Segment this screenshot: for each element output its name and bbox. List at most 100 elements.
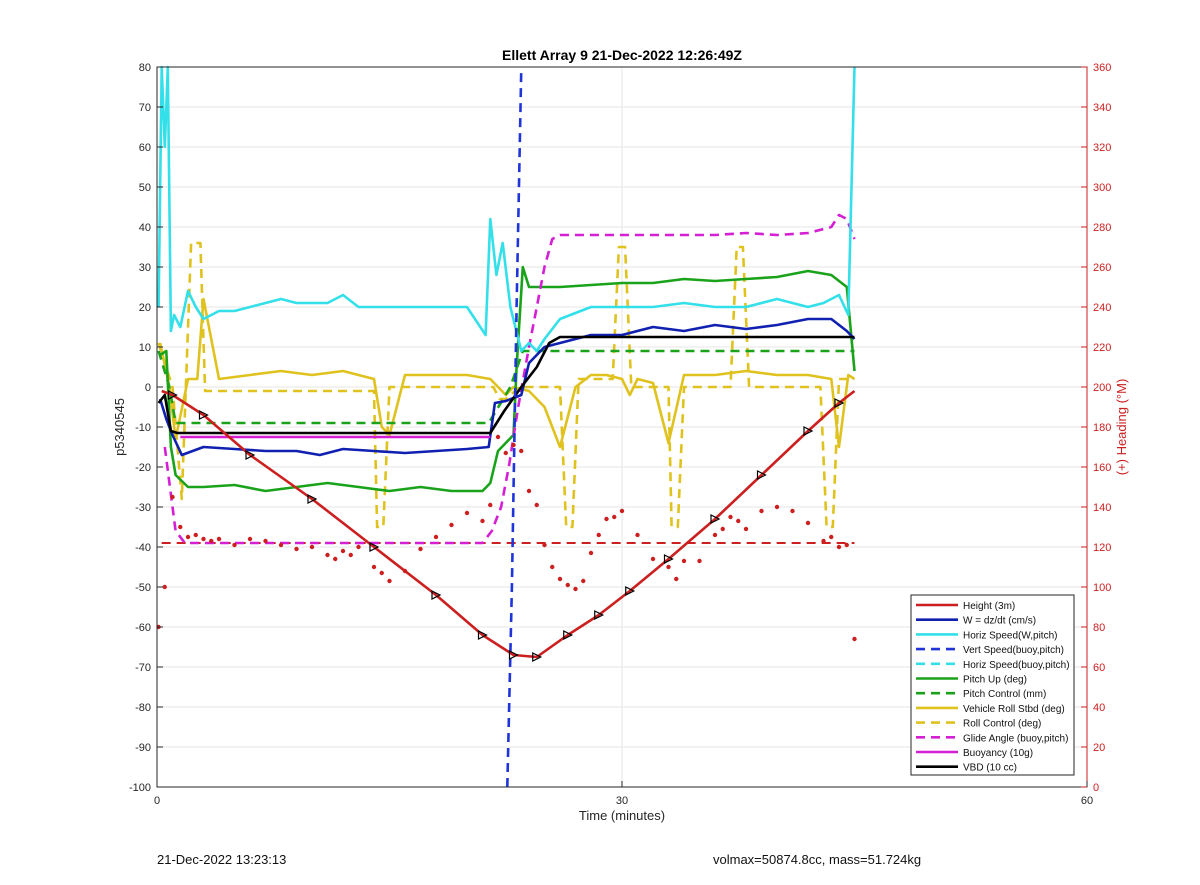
heading-point [185,534,191,540]
y-tick-label: 40 [139,222,151,234]
heading-point [836,544,842,550]
y2-tick-label: 220 [1093,342,1111,354]
axes: 80706050403020100-10-20-30-40-50-60-70-8… [129,62,1111,807]
heading-point [356,544,361,550]
heading-point [278,542,284,548]
heading-point [588,550,594,556]
heading-point [759,508,764,514]
heading-point [581,578,586,584]
heading-point [170,494,175,500]
y-tick-label: -50 [135,582,151,594]
series-line-height [161,389,856,659]
heading-point [193,532,198,538]
y2-tick-label: 0 [1093,782,1099,794]
series-line-glide [163,213,856,545]
heading-point [418,546,423,552]
heading-point [449,522,454,528]
legend-label: Height (3m) [963,601,1015,612]
heading-point [852,636,857,642]
height-marker [834,398,845,408]
y-tick-label: 80 [139,62,151,74]
y-tick-label: 20 [139,302,151,314]
y-tick-label: 0 [145,382,151,394]
series-line-pitch [159,265,856,493]
heading-point [557,576,563,582]
y2-tick-label: 300 [1093,182,1111,194]
y2-tick-label: 280 [1093,222,1111,234]
y2-tick-label: 200 [1093,382,1111,394]
heading-point [736,518,741,524]
heading-point [573,586,578,592]
legend-label: Vert Speed(buoy,pitch) [963,645,1064,656]
heading-point [526,488,532,494]
heading-point [433,534,439,540]
y2-tick-label: 160 [1093,462,1111,474]
heading-point [495,434,501,440]
heading-point [604,516,609,522]
heading-point [596,532,601,538]
series-layer [156,65,857,788]
heading-point [340,548,346,554]
y-tick-label: -10 [135,422,151,434]
y2-tick-label: 140 [1093,502,1111,514]
heading-point [503,450,508,456]
height-marker [563,630,574,640]
y2-tick-label: 180 [1093,422,1111,434]
heading-point [511,442,516,448]
heading-point [348,552,353,558]
y-tick-label: -90 [135,742,151,754]
heading-point [565,582,570,588]
series-line-vbd [157,335,855,435]
heading-point [263,538,268,544]
y-tick-label: -100 [129,782,151,794]
heading-point [247,536,253,542]
heading-point [232,542,237,548]
y2-tick-label: 240 [1093,302,1111,314]
height-marker [508,650,519,660]
heading-point [720,526,725,532]
heading-point [178,524,183,530]
legend-label: VBD (10 cc) [963,763,1017,774]
heading-point [674,576,679,582]
height-marker [594,610,605,620]
legend-label: Vehicle Roll Stbd (deg) [963,704,1065,715]
heading-point [534,502,539,508]
heading-point [333,556,338,562]
heading-point [635,532,640,538]
heading-point [805,520,811,526]
heading-point [774,504,780,510]
heading-point [519,448,524,454]
heading-point [464,510,470,516]
y2-tick-label: 360 [1093,62,1111,74]
heading-point [162,584,167,590]
legend: Height (3m) W = dz/dt (cm/s) Horiz Speed(W… [910,594,1075,776]
heading-point [488,502,493,508]
heading-point [309,544,315,550]
y-tick-label: -40 [135,542,151,554]
heading-point [728,514,733,520]
y2-tick-label: 100 [1093,582,1111,594]
grid [157,67,1087,787]
heading-point [387,578,392,584]
heading-point [650,556,656,562]
y-tick-label: 60 [139,142,151,154]
heading-point [612,514,617,520]
y-tick-label: 10 [139,342,151,354]
height-marker [625,586,636,596]
height-marker [307,494,318,504]
heading-point [542,542,547,548]
legend-label: Glide Angle (buoy,pitch) [963,733,1068,744]
height-marker [532,652,543,662]
heading-point [681,558,687,564]
y2-tick-label: 320 [1093,142,1111,154]
heading-point [697,558,702,564]
legend-label: Roll Control (deg) [963,719,1041,730]
heading-point [666,564,671,570]
heading-point [209,538,214,544]
heading-point [829,534,834,540]
footer-timestamp: 21-Dec-2022 13:23:13 [157,852,287,867]
heading-point [743,526,749,532]
legend-box [910,594,1075,776]
heading-point [325,552,330,558]
